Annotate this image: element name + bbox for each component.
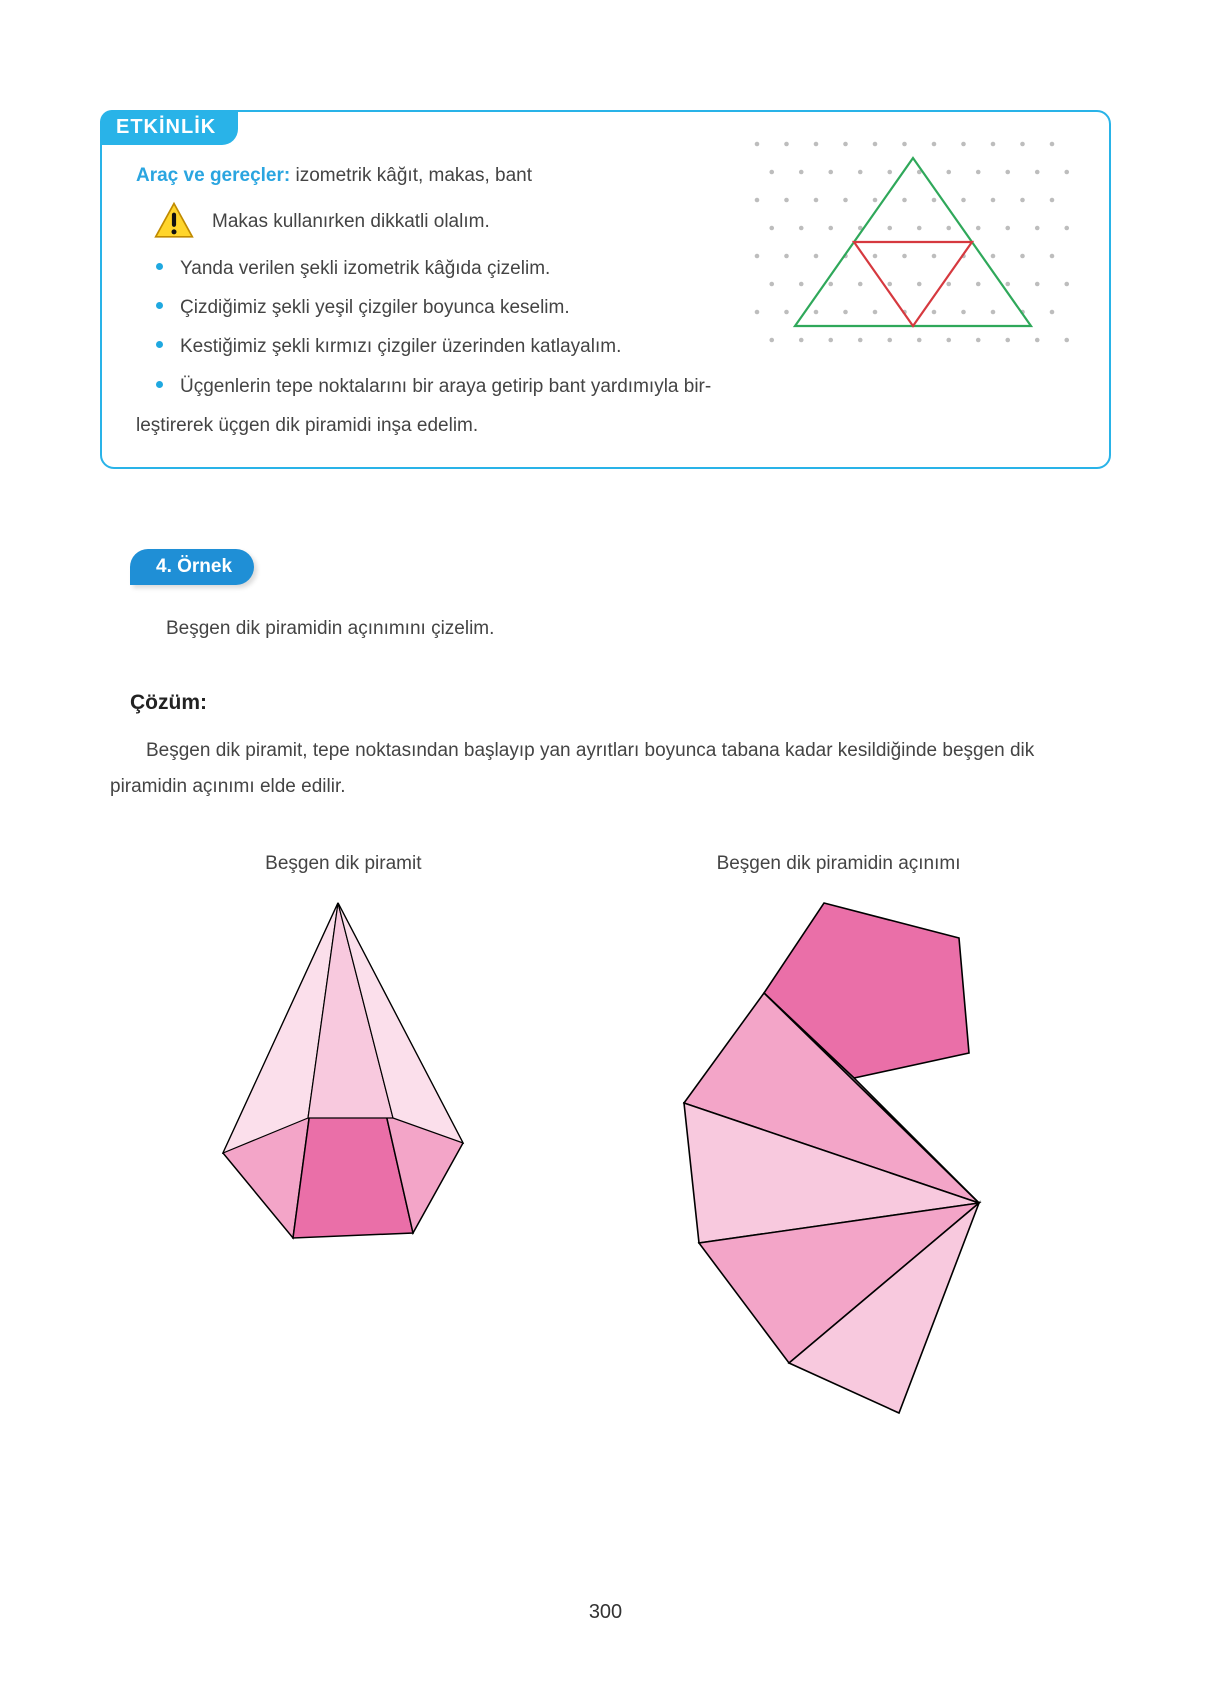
list-item: Kestiğimiz şekli kırmızı çizgiler üzerin… (136, 329, 1081, 364)
example-prompt: Beşgen dik piramidin açınımını çizelim. (100, 611, 1111, 647)
diagram-left: Beşgen dik piramit (120, 853, 567, 1433)
diagram-left-label: Beşgen dik piramit (265, 853, 421, 875)
materials-text: izometrik kâğıt, makas, bant (290, 165, 532, 186)
pentagonal-pyramid-figure (193, 893, 493, 1253)
bullet-continuation: leştirerek üçgen dik piramidi inşa edeli… (136, 408, 1081, 443)
warning-text: Makas kullanırken dikkatli olalım. (212, 204, 490, 239)
bullet-text: Yanda verilen şekli izometrik kâğıda çiz… (180, 258, 550, 279)
bullet-text: Çizdiğimiz şekli yeşil çizgiler boyunca … (180, 297, 570, 318)
solution-heading: Çözüm: (100, 691, 1111, 715)
isometric-triangle-figure (743, 130, 1083, 360)
activity-tab: ETKİNLİK (100, 110, 238, 145)
bullet-text: Üçgenlerin tepe noktalarını bir araya ge… (180, 376, 711, 397)
diagram-row: Beşgen dik piramit Beşgen dik piramidin … (100, 853, 1111, 1433)
list-item: Yanda verilen şekli izometrik kâğıda çiz… (136, 251, 1081, 286)
diagram-right: Beşgen dik piramidin açınımı (586, 853, 1091, 1433)
example-badge: 4. Örnek (130, 549, 254, 585)
materials-label: Araç ve gereçler: (136, 165, 290, 186)
activity-box: ETKİNLİK Araç ve gereçler: izometrik kâğ… (100, 110, 1111, 469)
solution-text: Beşgen dik piramit, tepe noktasından baş… (100, 733, 1111, 805)
diagram-right-label: Beşgen dik piramidin açınımı (717, 853, 961, 875)
page-number: 300 (0, 1601, 1211, 1624)
bullet-text: Kestiğimiz şekli kırmızı çizgiler üzerin… (180, 336, 621, 357)
warning-icon (154, 201, 194, 241)
pentagonal-pyramid-net-figure (629, 893, 1049, 1433)
list-item: Çizdiğimiz şekli yeşil çizgiler boyunca … (136, 290, 1081, 325)
list-item: Üçgenlerin tepe noktalarını bir araya ge… (136, 369, 1081, 404)
